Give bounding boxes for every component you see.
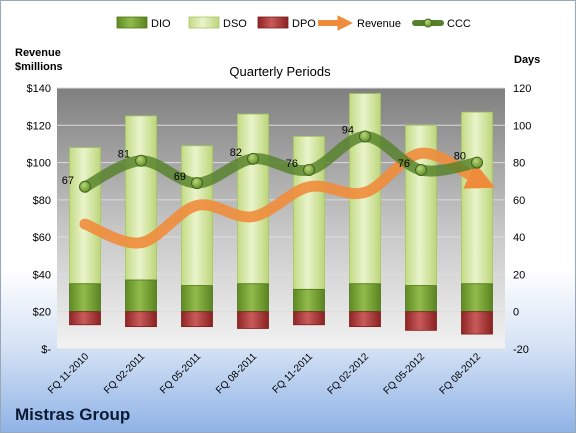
left-tick-label: $20	[33, 307, 51, 319]
x-tick-label: FQ 11-2010	[46, 351, 91, 396]
right-tick-label: -20	[513, 344, 529, 356]
dpo-bar	[405, 311, 437, 331]
right-tick-label: 40	[513, 232, 525, 244]
dio-bar	[461, 283, 493, 313]
dpo-bar	[125, 311, 157, 328]
bars	[69, 93, 493, 335]
x-tick-label: FQ 02-2012	[326, 351, 372, 397]
dpo-bar	[237, 311, 269, 329]
legend-label: CCC	[447, 18, 471, 30]
dio-bar	[69, 283, 101, 313]
dpo-bar	[349, 311, 381, 328]
dso-bar	[461, 111, 493, 285]
dpo-bar	[461, 311, 493, 335]
left-tick-label: $120	[27, 120, 51, 132]
x-axis-labels: FQ 11-2010 FQ 02-2011 FQ 05-2011 FQ 08-2011…	[46, 351, 483, 397]
legend-label: DIO	[151, 18, 171, 30]
ccc-point	[247, 152, 259, 165]
ccc-point	[191, 177, 203, 190]
left-tick-label: $140	[27, 83, 51, 95]
ccc-data-label: 81	[118, 149, 130, 161]
chart-title: Quarterly Periods	[229, 64, 331, 79]
ccc-data-label: 76	[286, 158, 298, 170]
revenue-line	[79, 147, 496, 249]
left-tick-label: $60	[33, 232, 51, 244]
ccc-point	[303, 164, 315, 177]
ccc-data-label: 69	[174, 171, 186, 183]
plot-area	[57, 88, 505, 349]
x-tick-label: FQ 05-2012	[382, 351, 428, 397]
legend-swatch	[257, 16, 289, 29]
dio-bar	[125, 279, 157, 313]
dio-bar	[405, 285, 437, 313]
x-tick-label: FQ 05-2011	[158, 351, 203, 396]
dso-bar	[69, 147, 101, 285]
ccc-point	[359, 130, 371, 143]
legend-label: DSO	[223, 18, 247, 30]
dio-bar	[349, 283, 381, 313]
right-tick-label: 0	[513, 307, 519, 319]
left-axis-ticks: $- $20 $40 $60 $80 $100 $120 $140	[27, 83, 52, 356]
right-tick-label: 120	[513, 83, 531, 95]
dso-bar	[125, 115, 157, 281]
left-axis-label-line1: Revenue	[15, 47, 61, 59]
legend-label: DPO	[292, 18, 316, 30]
legend-marker	[423, 18, 433, 28]
chart-legend: DIO DSO DPO Revenue CCC	[116, 15, 471, 31]
dio-bar	[237, 283, 269, 313]
legend-swatch	[116, 16, 148, 29]
x-tick-label: FQ 08-2011	[214, 351, 259, 396]
ccc-point	[79, 180, 91, 193]
ccc-data-label: 94	[342, 124, 354, 136]
x-tick-label: FQ 08-2012	[438, 351, 484, 397]
dio-bar	[293, 288, 325, 313]
legend-label: Revenue	[357, 18, 401, 30]
dio-bar	[181, 285, 213, 313]
ccc-point	[471, 156, 483, 169]
left-tick-label: $-	[41, 344, 51, 356]
legend-swatch	[188, 16, 220, 29]
right-axis-label: Days	[514, 54, 540, 66]
left-tick-label: $40	[33, 269, 51, 281]
right-tick-label: 20	[513, 269, 525, 281]
right-tick-label: 100	[513, 120, 531, 132]
dso-bar	[237, 113, 269, 285]
lines: 67 81 69 82 76 94 76 80	[62, 124, 496, 249]
ccc-point	[135, 154, 147, 167]
ccc-data-label: 67	[62, 175, 74, 187]
ccc-data-label: 80	[454, 151, 466, 163]
right-tick-label: 60	[513, 195, 525, 207]
x-tick-label: FQ 02-2011	[102, 351, 147, 396]
dpo-bar	[181, 311, 213, 328]
left-axis-label-line2: $millions	[15, 61, 63, 73]
ccc-data-label: 76	[398, 158, 410, 170]
dpo-bar	[293, 311, 325, 326]
dpo-bar	[69, 311, 101, 326]
right-tick-label: 80	[513, 158, 525, 170]
ccc-data-label: 82	[230, 147, 242, 159]
x-tick-label: FQ 11-2011	[271, 351, 316, 396]
ccc-point	[415, 164, 427, 177]
right-axis-ticks: -20 0 20 40 60 80 100 120	[513, 83, 531, 356]
company-name: Mistras Group	[15, 405, 131, 424]
left-tick-label: $80	[33, 195, 51, 207]
left-tick-label: $100	[27, 158, 51, 170]
